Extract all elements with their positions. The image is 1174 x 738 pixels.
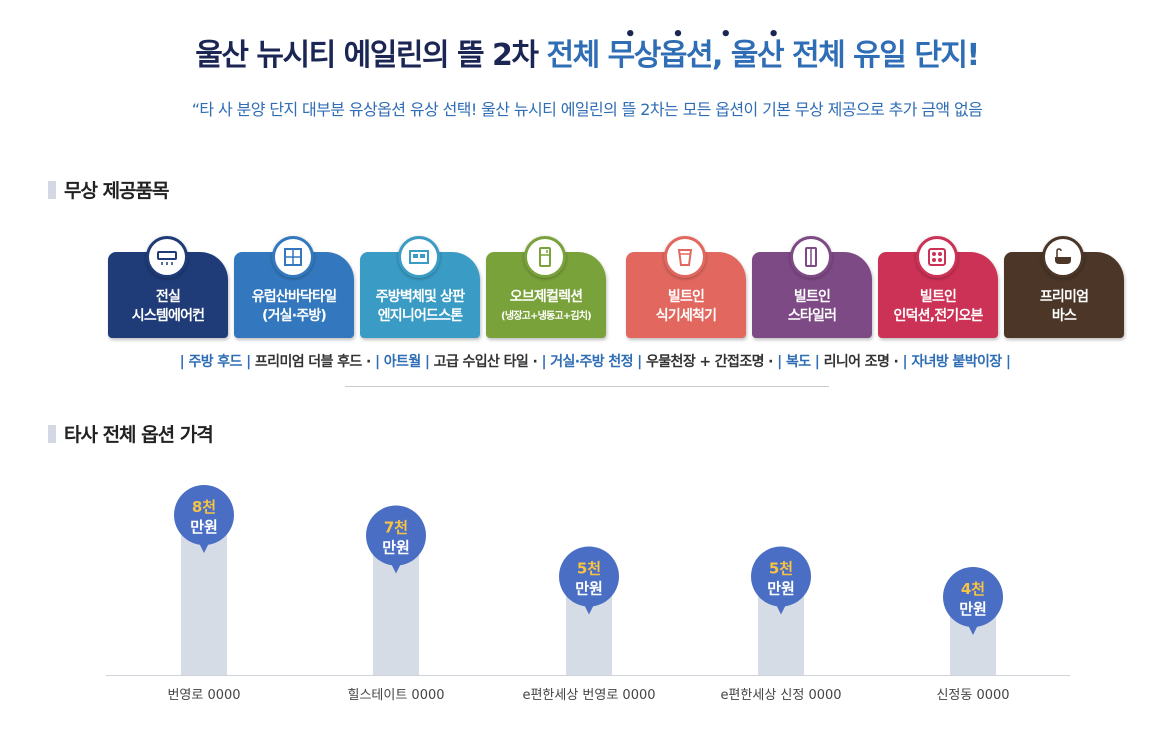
free-item-label-line1: 유럽산바닥타일 xyxy=(251,289,337,305)
free-item-label-line1: 빌트인 xyxy=(667,289,705,305)
free-item-label-line2: 바스 xyxy=(1051,308,1077,324)
headline-dark: 울산 뉴시티 에일린의 뜰 2차 xyxy=(195,38,539,73)
headline-blue: • • • • 전체 무상옵션, 울산 전체 유일 단지! xyxy=(546,24,981,73)
free-item-card: 유럽산바닥타일 (거실·주방) xyxy=(234,236,354,338)
value-unit-label: 만원 xyxy=(190,518,218,536)
feature-tag-area: | 주방 후드 | xyxy=(179,354,252,370)
feature-tag-area: | 자녀방 붙박이장 | xyxy=(902,354,1011,370)
value-unit-label: 만원 xyxy=(767,580,795,598)
free-item-label-line1: 주방벽체및 상판 xyxy=(375,289,465,305)
free-item-label-line2: (거실·주방) xyxy=(261,308,327,324)
section-marker xyxy=(48,181,56,199)
floor-tile-icon xyxy=(272,236,314,278)
category-label: 번영로 0000 xyxy=(167,688,240,703)
value-unit-label: 만원 xyxy=(959,600,987,618)
feature-tag-detail: 우물천장 + 간접조명 · xyxy=(641,354,778,370)
free-item-label-line1: 빌트인 xyxy=(919,289,957,305)
air-conditioner-icon xyxy=(146,236,188,278)
category-label: 신정동 0000 xyxy=(936,688,1009,703)
free-item-label-line1: 전실 xyxy=(155,289,181,305)
free-item-label-line2: (냉장고+냉동고+김치) xyxy=(501,311,592,322)
value-label: 5천 xyxy=(769,560,793,578)
section-marker xyxy=(48,425,56,443)
value-pin xyxy=(751,546,811,607)
subtitle: “타 사 분양 단지 대부분 유상옵션 유상 선택! 울산 뉴시티 에일린의 뜰… xyxy=(191,100,983,119)
divider xyxy=(345,386,829,387)
feature-tag-detail: 리니어 조명 · xyxy=(819,354,903,370)
free-item-card: 오브제컬렉션 (냉장고+냉동고+김치) xyxy=(486,236,606,338)
value-unit-label: 만원 xyxy=(575,580,603,598)
value-unit-label: 만원 xyxy=(382,539,410,557)
free-item-label: 유럽산바닥타일 (거실·주방) xyxy=(234,288,354,326)
free-items-cards: 전실 시스템에어컨 유럽산바닥타일 (거실·주방) 주방벽체및 상판 엔지니어드스톤 오브제… xyxy=(108,232,1124,340)
emphasis-dots: • • • • xyxy=(624,24,795,45)
section-title-text: 타사 전체 옵션 가격 xyxy=(64,424,214,446)
free-item-label-line2: 인덕션,전기오븐 xyxy=(893,308,983,324)
kitchen-wall-icon xyxy=(398,236,440,278)
free-item-label: 오브제컬렉션 (냉장고+냉동고+김치) xyxy=(486,288,606,326)
value-label: 5천 xyxy=(577,560,601,578)
free-item-label-line1: 오브제컬렉션 xyxy=(509,289,583,305)
category-label: e편한세상 신정 0000 xyxy=(720,688,841,703)
dishwasher-icon xyxy=(664,236,706,278)
feature-tag-detail: 고급 수입산 타일 · xyxy=(429,354,542,370)
value-label: 8천 xyxy=(192,498,216,516)
free-item-label-line1: 빌트인 xyxy=(793,289,831,305)
section-title-text: 무상 제공품목 xyxy=(64,180,169,202)
category-label: e편한세상 번영로 0000 xyxy=(522,688,655,703)
value-pin xyxy=(366,505,426,566)
section-title-option-price: 타사 전체 옵션 가격 xyxy=(48,420,214,447)
headline-blue-text: 전체 무상옵션, 울산 전체 유일 단지! xyxy=(546,38,981,73)
free-item-label-line1: 프리미엄 xyxy=(1039,289,1089,305)
free-item-label-line2: 시스템에어컨 xyxy=(131,308,205,324)
free-item-label-line2: 스타일러 xyxy=(787,308,837,324)
feature-tag-detail: 프리미엄 더블 후드 · xyxy=(250,354,375,370)
refrigerator-icon xyxy=(524,236,566,278)
value-pin xyxy=(174,485,234,545)
styler-icon xyxy=(790,236,832,278)
feature-tag-area: | 거실·주방 천정 | xyxy=(541,354,642,370)
feature-tag-area: | 아트월 | xyxy=(374,354,430,370)
bathtub-icon xyxy=(1042,236,1084,278)
value-label: 7천 xyxy=(384,519,408,537)
section-title-free-items: 무상 제공품목 xyxy=(48,176,169,203)
headline: 울산 뉴시티 에일린의 뜰 2차 • • • • 전체 무상옵션, 울산 전체 유… xyxy=(0,24,1174,74)
value-label: 4천 xyxy=(961,580,985,598)
value-pin xyxy=(559,546,619,607)
free-item-label-line2: 엔지니어드스톤 xyxy=(377,308,463,324)
feature-tag-area: | 복도 | xyxy=(777,354,820,370)
value-pin xyxy=(943,567,1003,627)
category-label: 힐스테이트 0000 xyxy=(347,688,444,703)
free-item-label-line2: 식기세척기 xyxy=(655,308,717,324)
feature-tags: | 주방 후드 | 프리미엄 더블 후드 · | 아트월 | 고급 수입산 타일… xyxy=(0,351,1174,371)
induction-icon xyxy=(916,236,958,278)
